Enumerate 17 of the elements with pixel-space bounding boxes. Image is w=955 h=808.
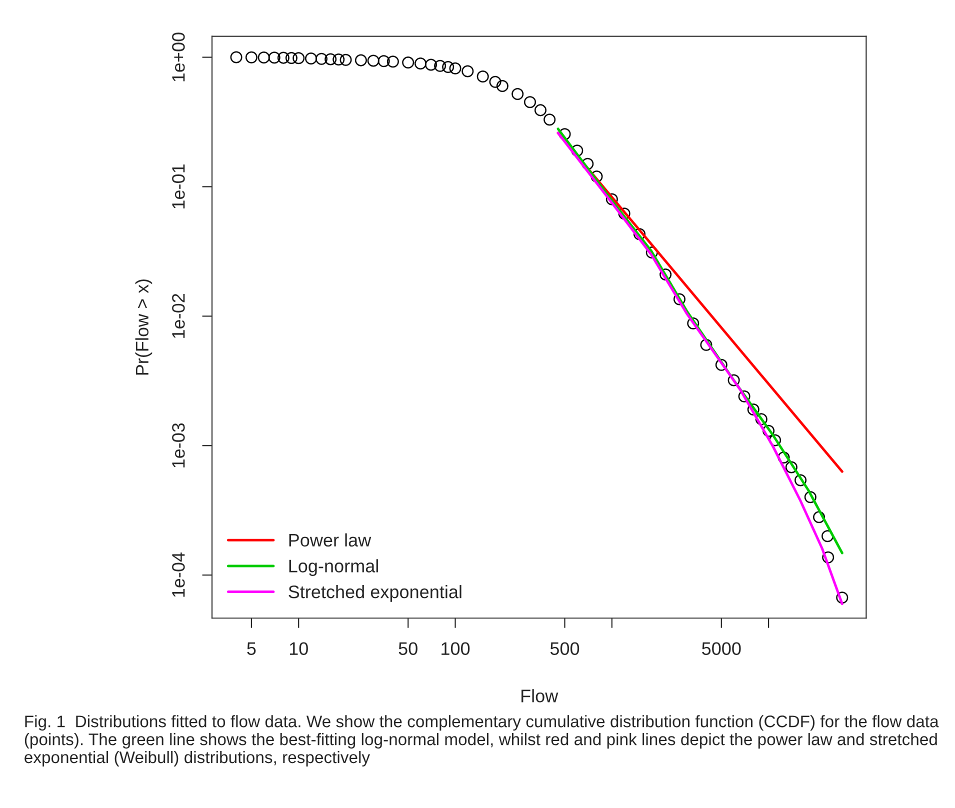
- y-tick-label: 1e-03: [172, 423, 185, 468]
- y-tick-label: 1e-04: [172, 552, 185, 597]
- legend-label: Power law: [289, 533, 372, 547]
- x-axis-title: Flow: [522, 689, 558, 702]
- legend-label: Log-normal: [289, 559, 378, 576]
- caption: Fig. 1 Distributions fitted to flow data. We show the complementary cumulative distribution function (CCDF) for the flow data (points). The green line shows the best-fitting log-normal model, whilst red and pink lines depict the power law and stretched exponential (Weibull) distributions, respectively: [24, 715, 939, 767]
- x-tick-label: 100: [442, 642, 470, 655]
- x-tick-label: 500: [550, 642, 580, 655]
- x-tick-label: 50: [398, 642, 418, 655]
- x-tick-label: 5000: [702, 642, 741, 655]
- y-tick-label: 1e+00: [172, 32, 185, 82]
- y-tick-label: 1e-02: [172, 294, 185, 338]
- y-axis-title: Pr(Flow > x): [135, 279, 152, 375]
- y-tick-label: 1e-01: [172, 164, 185, 208]
- x-tick-label: 5: [247, 642, 256, 655]
- legend-label: Stretched exponential: [288, 585, 462, 602]
- x-tick-label: 10: [290, 642, 308, 655]
